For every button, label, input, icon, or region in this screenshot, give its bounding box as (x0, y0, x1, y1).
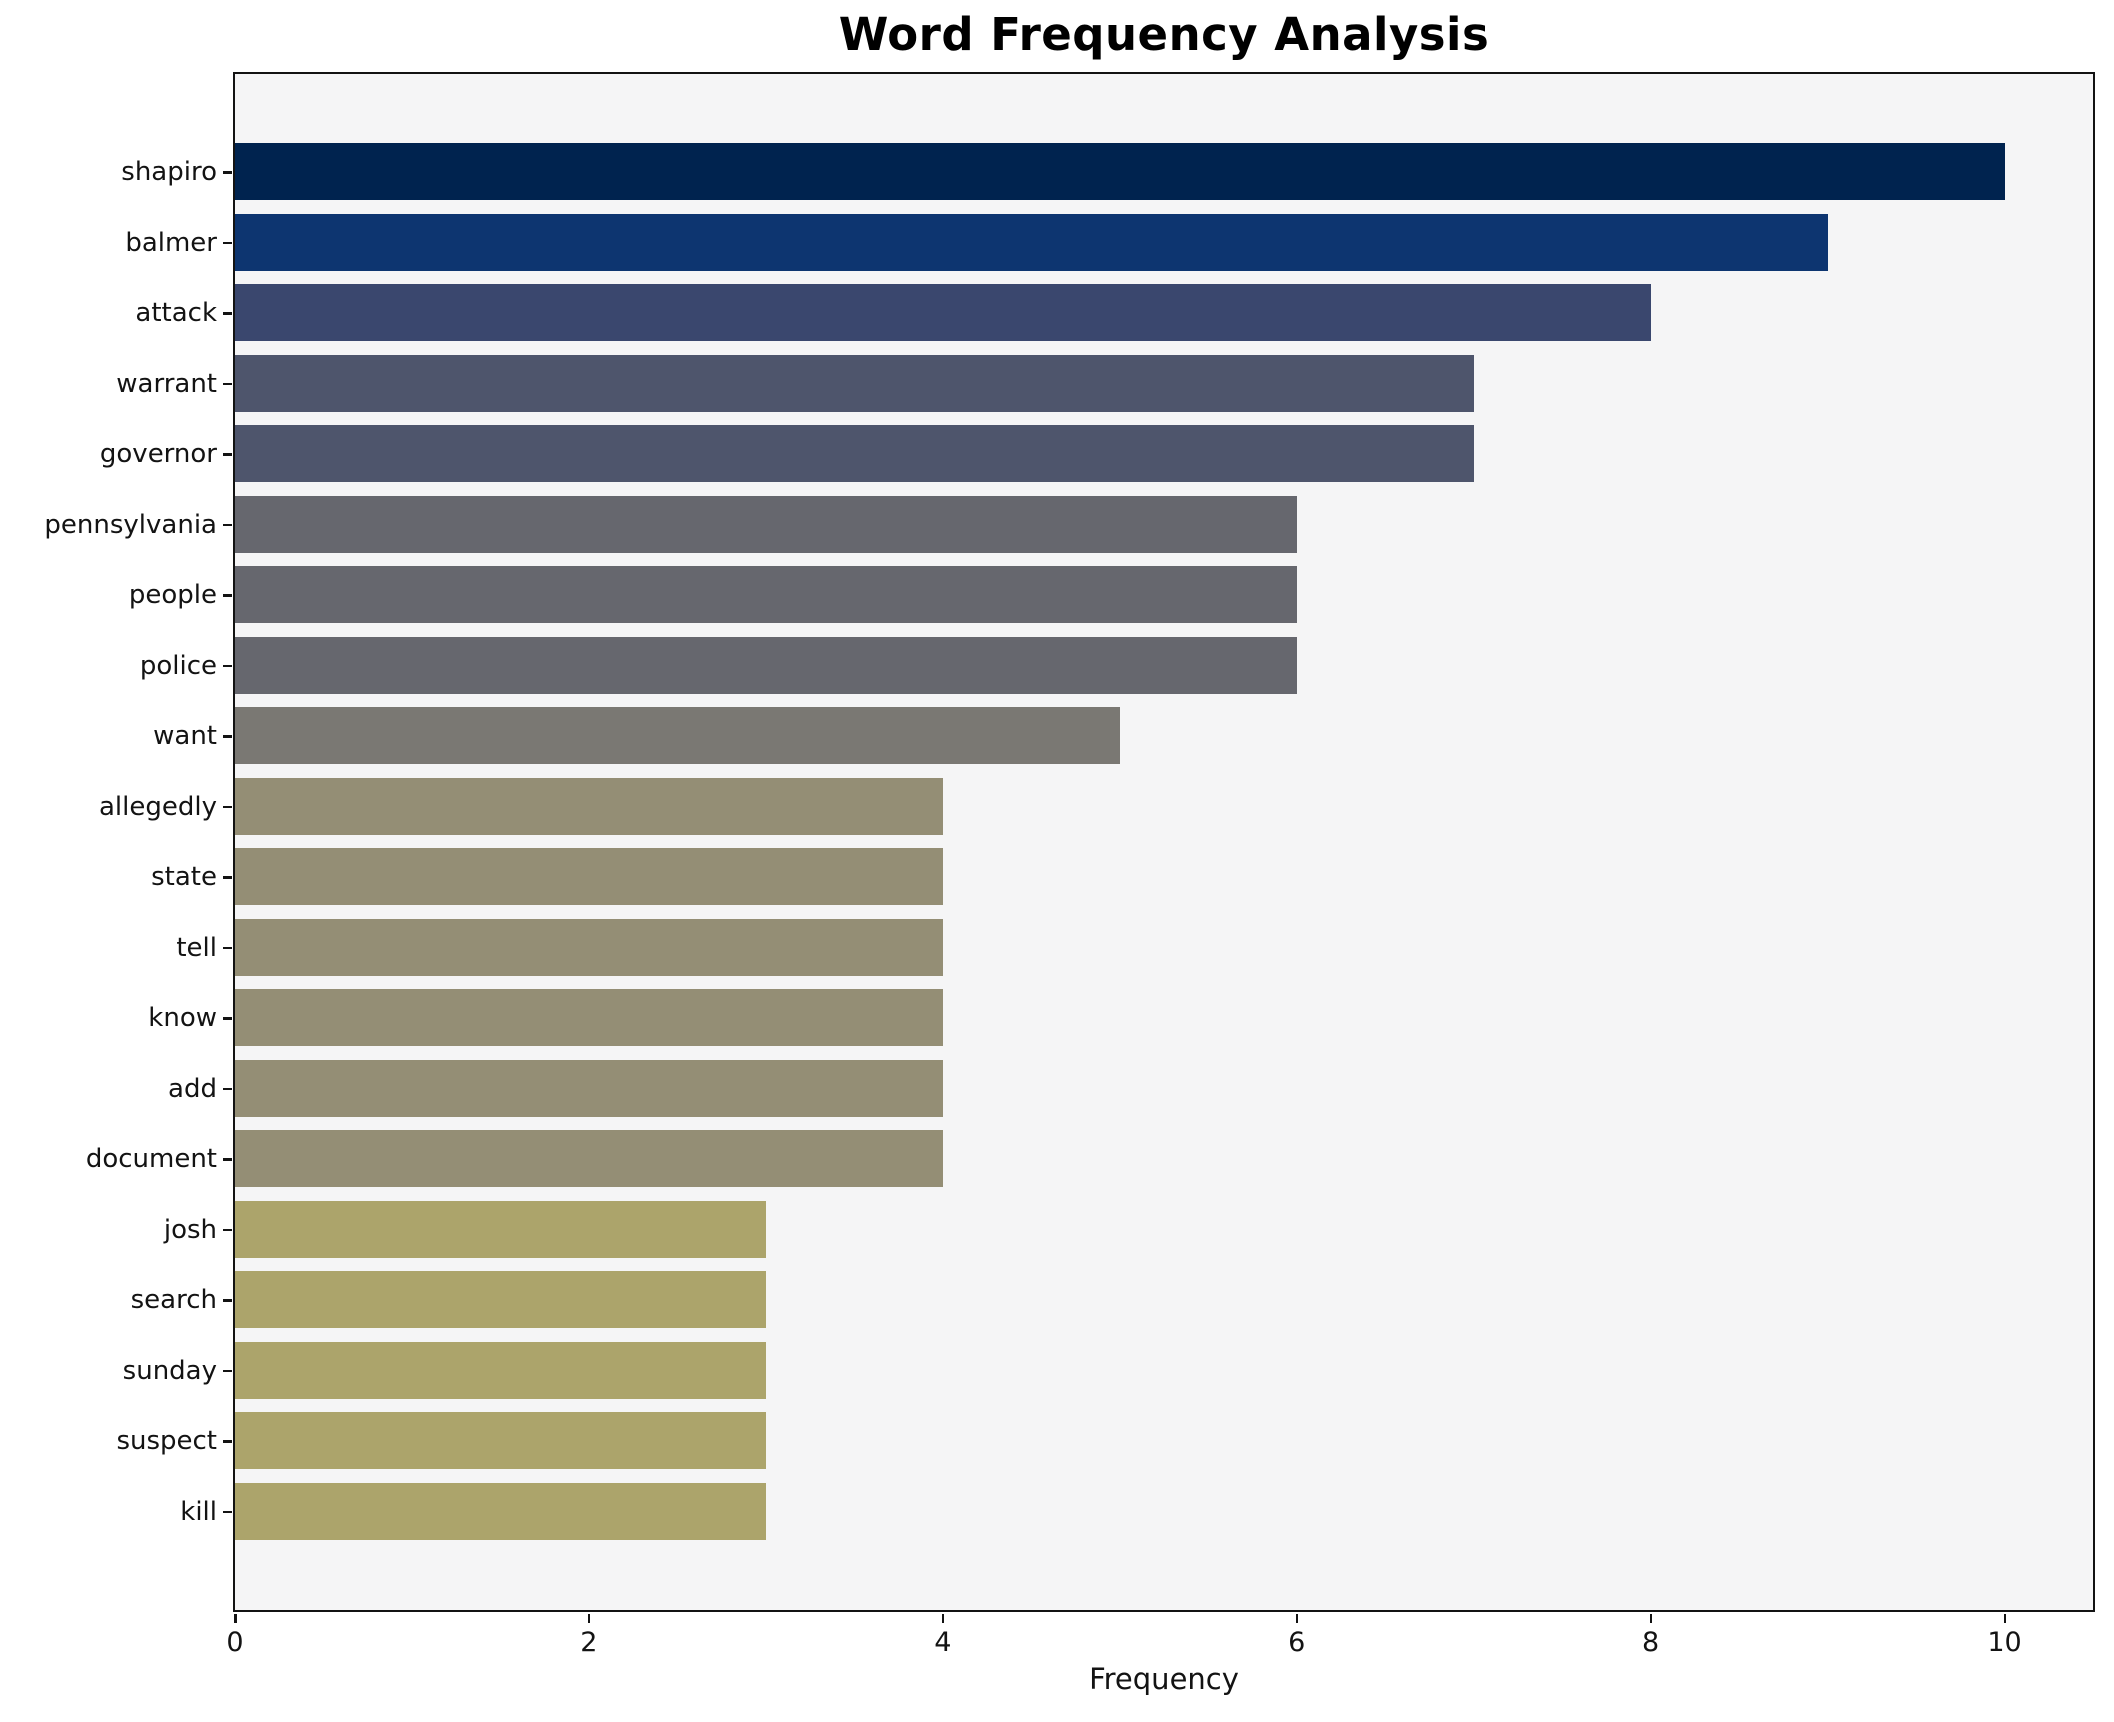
frequency-bar (235, 495, 1297, 553)
x-tick-mark (2003, 1614, 2007, 1623)
x-tick-label: 2 (580, 1627, 598, 1658)
y-tick-label: search (130, 1285, 217, 1315)
frequency-bar (235, 848, 943, 905)
y-tick-label: governor (99, 439, 217, 469)
frequency-bar (235, 1271, 766, 1328)
bar-row: know (148, 983, 2093, 1054)
y-tick-mark (223, 876, 232, 879)
bar-row: shapiro (121, 137, 2093, 208)
y-tick-mark (223, 1087, 232, 1090)
bar-row: pennsylvania (44, 490, 2093, 561)
x-tick-mark (587, 1614, 591, 1623)
frequency-bar (235, 777, 943, 835)
y-tick-label: people (128, 580, 217, 610)
bar-row: josh (164, 1195, 2093, 1266)
y-tick-label: tell (176, 932, 217, 963)
bar-row: allegedly (99, 772, 2093, 843)
x-tick-mark (234, 1614, 237, 1623)
y-tick-label: kill (180, 1496, 217, 1527)
y-tick-label: balmer (125, 227, 217, 258)
bar-row: warrant (116, 349, 2093, 420)
y-tick-mark (223, 382, 232, 385)
bar-row: add (168, 1054, 2093, 1125)
bar-row: governor (100, 419, 2093, 490)
y-tick-mark (223, 312, 232, 315)
y-tick-mark (223, 1228, 232, 1231)
chart-title: Word Frequency Analysis (838, 8, 1490, 61)
bar-rows: shapiro balmer attack warrant governor p… (44, 137, 2093, 1548)
bar-row: want (153, 701, 2093, 772)
y-tick-label: sunday (122, 1355, 217, 1386)
frequency-bar (235, 707, 1120, 764)
bar-row: sunday (123, 1336, 2093, 1407)
x-tick-label: 8 (1642, 1627, 1660, 1658)
bar-row: people (129, 560, 2093, 631)
y-tick-label: pennsylvania (44, 509, 217, 540)
y-tick-mark (223, 1299, 232, 1302)
frequency-bar (235, 1130, 943, 1187)
frequency-bar (235, 918, 943, 976)
x-tick-label: 0 (226, 1627, 244, 1658)
y-tick-label: allegedly (99, 791, 217, 822)
y-tick-mark (223, 523, 232, 526)
frequency-bar (235, 284, 1651, 341)
y-tick-label: attack (135, 298, 217, 328)
y-tick-mark (223, 946, 232, 949)
y-tick-label: want (153, 721, 217, 751)
y-tick-mark (223, 1440, 232, 1443)
bar-row: balmer (125, 208, 2093, 279)
y-tick-label: state (151, 862, 217, 892)
frequency-bar (235, 989, 943, 1046)
frequency-bar (235, 1482, 766, 1540)
y-tick-mark (223, 1158, 232, 1161)
x-axis-label: Frequency (1089, 1662, 1239, 1696)
y-tick-label: warrant (116, 368, 217, 399)
y-tick-mark (223, 735, 232, 738)
y-tick-label: shapiro (121, 157, 217, 187)
x-tick-mark (941, 1614, 945, 1623)
y-tick-mark (223, 1017, 232, 1020)
y-tick-label: document (85, 1144, 217, 1174)
bar-row: document (86, 1124, 2093, 1195)
y-tick-label: police (139, 650, 217, 681)
y-tick-mark (223, 594, 232, 597)
bar-row: state (151, 842, 2093, 913)
frequency-bar (235, 1059, 943, 1117)
y-tick-label: know (148, 1003, 217, 1033)
y-tick-mark (223, 1369, 232, 1372)
y-tick-mark (223, 241, 232, 244)
frequency-bar (235, 213, 1828, 271)
frequency-bar (235, 143, 2005, 200)
y-tick-mark (223, 1510, 232, 1513)
x-tick-label: 6 (1288, 1627, 1306, 1658)
y-tick-mark (223, 171, 232, 174)
frequency-bar (235, 425, 1474, 482)
bar-row: kill (180, 1477, 2093, 1548)
frequency-bar (235, 1412, 766, 1469)
y-tick-mark (223, 805, 232, 808)
y-tick-mark (223, 453, 232, 456)
frequency-bar (235, 1341, 766, 1399)
bar-row: attack (135, 278, 2093, 349)
frequency-bar (235, 1200, 766, 1258)
bar-row: police (140, 631, 2093, 702)
y-tick-label: add (168, 1073, 217, 1104)
frequency-bar (235, 566, 1297, 623)
x-tick-mark (1295, 1614, 1299, 1623)
y-tick-mark (223, 664, 232, 667)
x-tick-label: 4 (934, 1627, 952, 1658)
y-tick-label: josh (163, 1214, 217, 1245)
x-tick-label: 10 (1987, 1627, 2022, 1658)
frequency-bar (235, 636, 1297, 694)
y-tick-label: suspect (116, 1426, 217, 1456)
frequency-bar (235, 354, 1474, 412)
plot-area: shapiro balmer attack warrant governor p… (44, 72, 2095, 1658)
x-tick-mark (1649, 1614, 1653, 1623)
bar-row: suspect (116, 1406, 2093, 1477)
bar-row: tell (176, 913, 2093, 984)
bar-row: search (131, 1265, 2093, 1336)
